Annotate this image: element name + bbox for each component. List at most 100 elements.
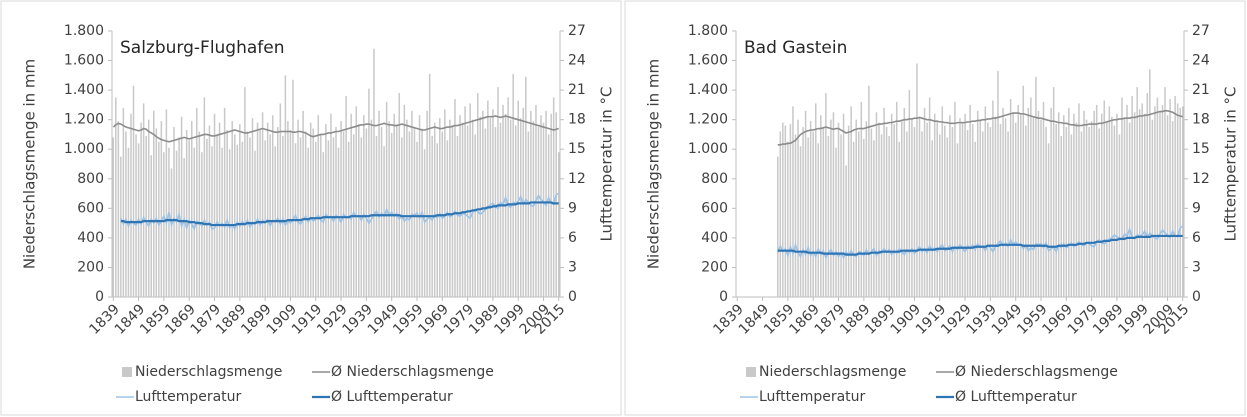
bar [446,140,449,297]
bar [537,127,540,297]
bar [777,156,779,297]
bar [941,106,944,297]
bar [163,152,165,297]
bar [512,73,514,297]
bar [173,127,175,297]
bar [160,121,163,298]
bar [913,127,916,297]
bar [1144,113,1146,297]
bar [228,149,231,297]
y2-tick-label: 6 [568,230,577,246]
bar [982,131,984,297]
bar [476,93,479,297]
bar [1100,113,1103,297]
bar [1166,115,1169,297]
bar [850,106,852,297]
bar [1060,135,1063,297]
y-axis-title: Niederschlagsmenge in mm [645,59,663,269]
bar [540,115,542,297]
bar [241,141,244,297]
bar [923,107,926,297]
bar [1083,110,1085,297]
bar [411,110,413,297]
bar [340,121,342,298]
bar [180,116,183,297]
bar [183,158,185,297]
legend-label: Ø Niederschlagsmenge [955,364,1118,380]
bar [804,110,807,297]
bar [928,97,931,297]
bar [969,104,971,297]
bar [994,116,997,297]
bar [395,124,398,297]
bar [893,124,895,297]
bar [246,131,249,297]
bar [198,131,201,297]
bar [1141,103,1143,298]
bar [1080,131,1083,297]
bar [1042,101,1045,297]
legend-label: Ø Niederschlagsmenge [331,364,494,380]
y2-tick-label: 12 [1192,171,1210,187]
bar [385,101,388,297]
bar [936,121,938,298]
bar [216,135,218,297]
bar [231,121,233,298]
bar [878,122,880,297]
bar [976,110,979,297]
bar [1164,87,1166,298]
bar [120,156,122,297]
y-tick-label: 1.000 [64,141,104,157]
bar [388,121,390,298]
bar [155,128,158,297]
y2-tick-label: 24 [568,53,586,69]
bar [809,121,812,298]
y2-axis-title: Lufttemperatur in °C [1222,86,1240,241]
bar [233,134,236,297]
bar [1075,122,1078,297]
bar [297,119,299,298]
bar [449,119,451,298]
bar [426,110,428,297]
bar [185,130,188,297]
bar [168,147,170,297]
bar [964,113,966,297]
bar [520,118,522,297]
bar [530,110,532,297]
bar [282,135,284,297]
bar [1103,100,1106,297]
bar [142,103,145,298]
bar [1171,121,1174,298]
bar [916,63,918,298]
bar [287,121,289,298]
bar [1040,119,1042,298]
bar [451,127,454,297]
bar [1022,85,1025,297]
bar [863,138,865,297]
bar [471,119,474,298]
bar [284,75,287,297]
bar [961,122,964,297]
bar [239,124,241,297]
bar [444,109,446,297]
bar [840,134,842,297]
bar [949,115,951,297]
y-tick-label: 1.400 [64,82,104,98]
bar [1154,106,1156,297]
bar [855,119,857,298]
bar [817,143,820,297]
bar [1161,104,1164,297]
bar [153,110,155,297]
bar [532,121,535,298]
bar [956,143,959,297]
bar [413,127,416,297]
bar [1078,103,1080,298]
bar [787,141,789,297]
bar [1149,69,1151,297]
y2-tick-label: 27 [568,23,586,39]
bar [304,131,307,297]
y2-tick-label: 15 [1192,141,1210,157]
bar [277,127,279,297]
bar [1085,119,1088,298]
bar [832,112,835,298]
